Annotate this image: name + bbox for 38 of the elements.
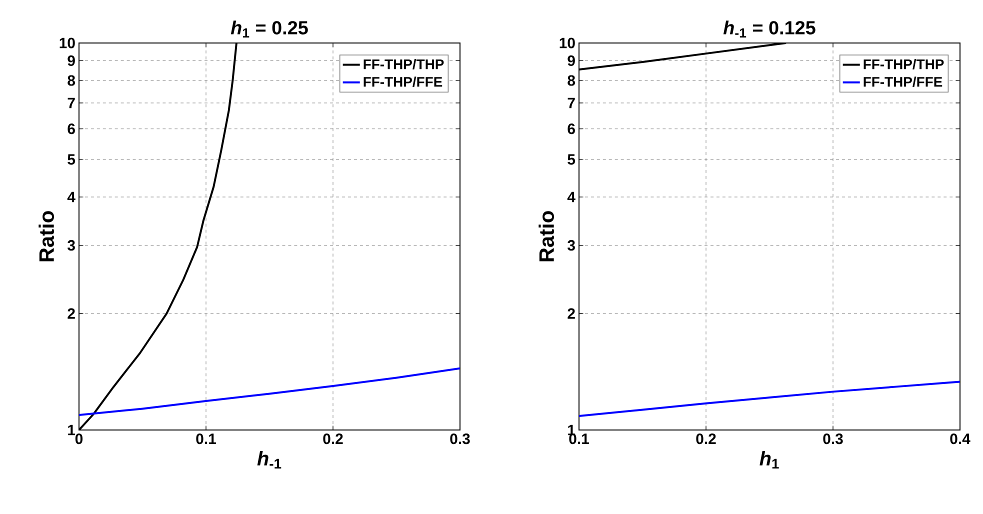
x-axis-title: h$_{-1}$ <box>257 450 282 468</box>
line-series <box>79 367 460 416</box>
y-tick-label: 4 <box>67 192 76 202</box>
y-tick-label: 5 <box>568 154 576 165</box>
legend-label: FF-THP/THP <box>864 58 944 70</box>
y-tick-label: 2 <box>568 308 575 319</box>
y-tick-label: 10 <box>560 38 575 48</box>
y-tick-label: 6 <box>68 124 75 134</box>
y-axis-title: Ratio <box>38 211 54 262</box>
x-tick-label: 0.3 <box>450 434 470 444</box>
chart-title: h$_{1}$ = 0.25 <box>230 20 308 38</box>
y-tick-label: 9 <box>68 55 75 66</box>
x-tick-label: 0.4 <box>950 434 970 444</box>
x-tick-label: 0.3 <box>823 434 843 444</box>
x-tick-label: 0 <box>75 434 83 444</box>
x-axis-title: h$_{1}$ <box>760 450 779 468</box>
y-tick-label: 9 <box>568 55 575 66</box>
y-tick-label: 2 <box>68 308 75 319</box>
y-tick-label: 1 <box>68 424 76 436</box>
y-tick-label: 4 <box>567 192 576 202</box>
legend-label: FF-THP/FFE <box>864 76 942 87</box>
y-tick-label: 8 <box>568 75 576 86</box>
chart-title: h$_{-1}$ = 0.125 <box>723 20 816 38</box>
x-tick-label: 0.1 <box>196 434 216 444</box>
y-tick-label: 3 <box>68 240 75 251</box>
y-tick-label: 5 <box>68 154 76 165</box>
x-tick-label: 0.2 <box>323 434 343 444</box>
y-tick-label: 7 <box>68 98 75 108</box>
y-tick-label: 7 <box>568 98 575 108</box>
legend-label: FF-THP/FFE <box>364 76 442 87</box>
y-tick-label: 10 <box>60 38 75 48</box>
y-tick-label: 3 <box>568 240 575 251</box>
x-tick-label: 0.2 <box>696 434 716 444</box>
line-series <box>579 380 960 417</box>
y-tick-label: 8 <box>68 75 76 86</box>
y-tick-label: 6 <box>568 124 575 134</box>
legend-label: FF-THP/THP <box>364 58 444 70</box>
y-axis-title: Ratio <box>538 211 554 262</box>
